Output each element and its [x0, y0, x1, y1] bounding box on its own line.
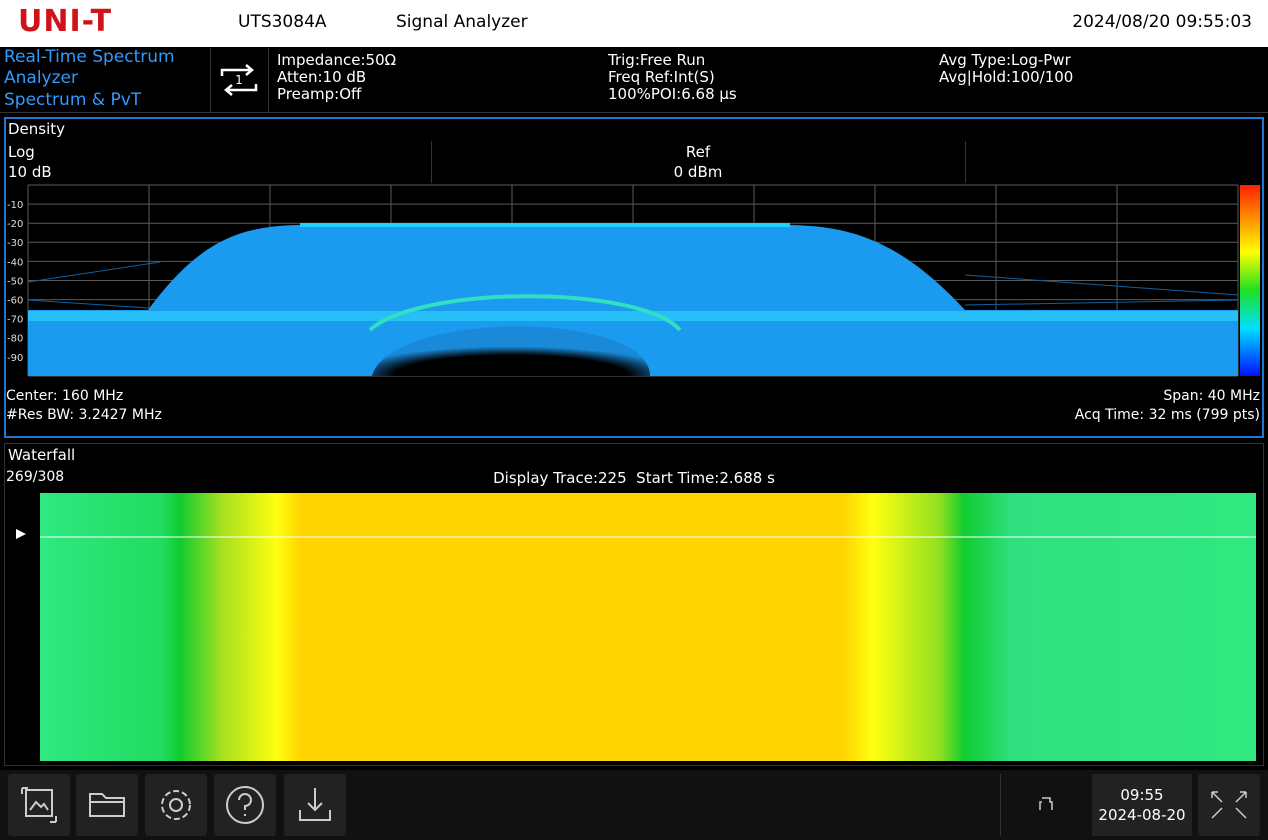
divider	[0, 112, 1268, 113]
trigger-badge: 1	[235, 73, 243, 87]
setting: Impedance:50Ω	[277, 51, 397, 69]
scale-div: 10 dB	[8, 163, 52, 181]
ref-label: Ref	[685, 143, 711, 161]
ref-value: 0 dBm	[673, 163, 723, 181]
fullscreen-button[interactable]	[1198, 774, 1260, 836]
density-panel[interactable]	[4, 117, 1264, 438]
divider	[210, 48, 211, 112]
clock-box	[1092, 774, 1192, 836]
setting: Preamp:Off	[277, 85, 362, 103]
y-tick-label: -30	[7, 238, 23, 249]
trigger-icon[interactable]: 1	[218, 62, 260, 98]
setting: Avg|Hold:100/100	[939, 68, 1074, 86]
y-tick-label: -50	[7, 276, 23, 287]
mode-name[interactable]: Real-Time Spectrum Analyzer	[4, 47, 175, 88]
setting: Freq Ref:Int(S)	[608, 68, 715, 86]
y-tick-label: -60	[7, 296, 23, 307]
scale-type: Log	[8, 143, 35, 161]
trace-count: 269/308	[6, 469, 65, 485]
screenshot-button[interactable]	[8, 774, 70, 836]
y-tick-label: -20	[7, 219, 23, 230]
footer-time: 09:55	[1120, 786, 1164, 804]
waterfall-title: Waterfall	[8, 446, 76, 464]
y-tick-label: -70	[7, 315, 23, 326]
datetime: 2024/08/20 09:55:03	[1072, 12, 1252, 32]
mode-view[interactable]: Spectrum & PvT	[4, 90, 142, 110]
divider	[431, 141, 432, 183]
waterfall-plot	[16, 493, 1256, 761]
setting: Avg Type:Log-Pwr	[939, 51, 1071, 69]
res-bw: #Res BW: 3.2427 MHz	[6, 407, 162, 423]
y-tick-label: -40	[7, 257, 23, 268]
acq-time: Acq Time: 32 ms (799 pts)	[1074, 407, 1260, 423]
divider	[1000, 774, 1001, 836]
divider	[268, 48, 269, 112]
footer-date: 2024-08-20	[1098, 806, 1186, 824]
density-title: Density	[8, 120, 66, 138]
y-tick-label: -90	[7, 353, 23, 364]
y-tick-label: -80	[7, 334, 23, 345]
logo: UNI-T	[18, 4, 113, 39]
setting: Trig:Free Run	[608, 51, 706, 69]
usb-icon	[1039, 797, 1053, 810]
help-button[interactable]	[214, 774, 276, 836]
model: UTS3084A	[238, 12, 327, 32]
y-tick-label: -10	[7, 200, 23, 211]
center-freq: Center: 160 MHz	[6, 388, 124, 404]
divider	[965, 141, 966, 183]
header-bar: UNI-T UTS3084A Signal Analyzer 2024/08/2…	[0, 0, 1268, 47]
file-button[interactable]	[76, 774, 138, 836]
app-name: Signal Analyzer	[396, 12, 528, 32]
save-button[interactable]	[284, 774, 346, 836]
footer-bar	[0, 770, 1268, 840]
waterfall-info: Display Trace:225 Start Time:2.688 s	[493, 469, 775, 487]
setting: Atten:10 dB	[277, 68, 367, 86]
settings-button[interactable]	[145, 774, 207, 836]
waterfall-panel[interactable]	[4, 443, 1264, 766]
span: Span: 40 MHz	[1163, 388, 1260, 404]
density-plot: -10 -20 -30 -40 -50 -60 -70 -80 -90	[7, 184, 1260, 377]
setting: 100%POI:6.68 µs	[608, 85, 737, 103]
